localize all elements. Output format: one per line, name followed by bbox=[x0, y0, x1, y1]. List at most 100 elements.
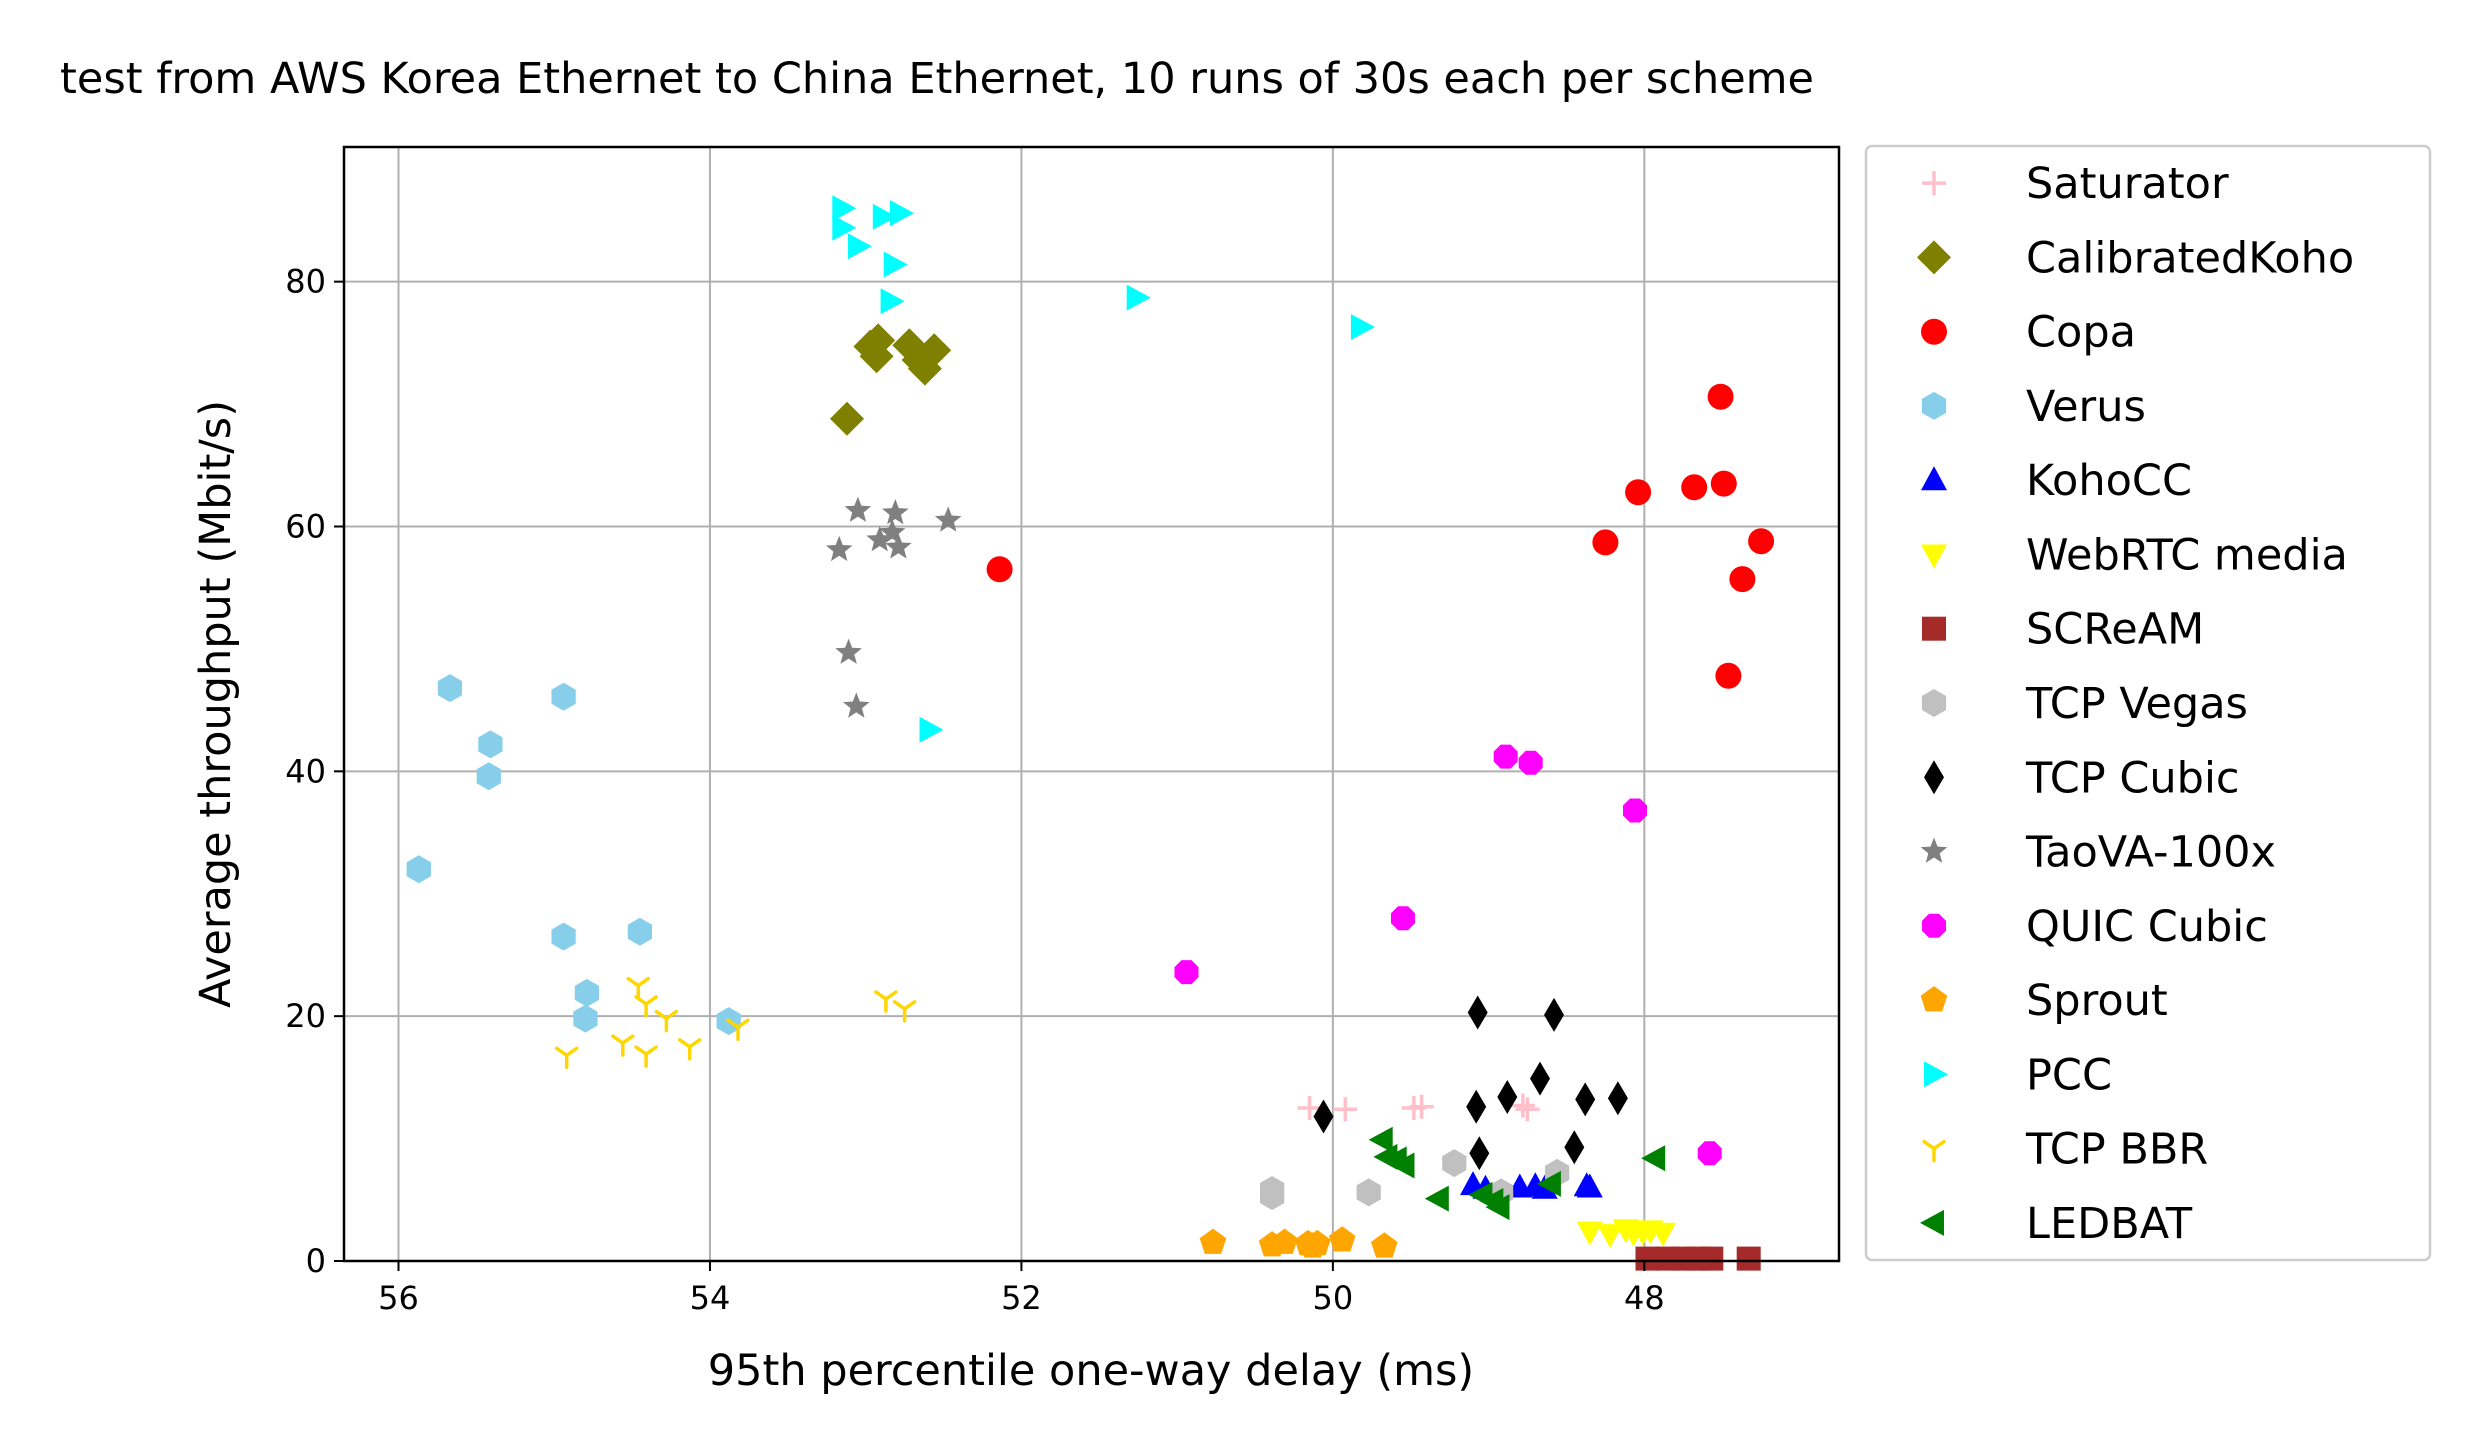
data-point-ledbat bbox=[1485, 1194, 1510, 1221]
y-tick-label: 80 bbox=[285, 263, 326, 301]
data-point-tcp-cubic bbox=[1313, 1099, 1334, 1134]
data-point-copa bbox=[1710, 470, 1737, 497]
legend-marker bbox=[1921, 466, 1947, 491]
series-verus bbox=[406, 674, 741, 1036]
data-point-tcp-cubic bbox=[1607, 1081, 1628, 1116]
series-ledbat bbox=[1368, 1126, 1666, 1221]
legend: Saturator CalibratedKoho Copa Verus KohoCC We… bbox=[1864, 144, 2432, 1262]
legend-label: SCReAM bbox=[2026, 605, 2204, 655]
data-point-quic-cubic bbox=[1518, 750, 1543, 775]
data-point-pcc bbox=[832, 214, 857, 241]
legend-marker bbox=[1920, 837, 1948, 863]
data-point-pcc bbox=[847, 233, 872, 260]
legend-marker bbox=[1921, 689, 1947, 717]
data-point-tcp-bbr bbox=[892, 1000, 917, 1023]
data-point-tcp-cubic bbox=[1469, 1136, 1490, 1171]
legend-label: CalibratedKoho bbox=[2026, 233, 2354, 283]
data-point-verus bbox=[627, 917, 653, 946]
data-point-verus bbox=[437, 674, 463, 703]
data-point-taova-100x bbox=[844, 496, 872, 522]
x-tick-label: 54 bbox=[690, 1279, 731, 1317]
data-point-taova-100x bbox=[878, 518, 906, 544]
data-point-pcc bbox=[890, 200, 914, 227]
data-point-verus bbox=[551, 922, 576, 951]
data-point-quic-cubic bbox=[1174, 960, 1199, 985]
legend-marker bbox=[1924, 1061, 1948, 1088]
data-point-tcp-bbr bbox=[626, 976, 651, 1000]
data-point-tcp-bbr bbox=[874, 990, 898, 1013]
data-point-scream bbox=[1635, 1246, 1660, 1271]
legend-marker bbox=[1921, 913, 1947, 938]
legend-entry-saturator: Saturator bbox=[1922, 159, 2229, 209]
legend-frame bbox=[1864, 144, 2432, 1262]
data-point-ledbat bbox=[1368, 1126, 1393, 1153]
legend-entry-tcp-vegas: TCP Vegas bbox=[1921, 679, 2248, 729]
y-tick-label: 20 bbox=[285, 997, 326, 1035]
data-point-ledbat bbox=[1424, 1185, 1449, 1212]
data-point-quic-cubic bbox=[1697, 1141, 1722, 1166]
data-point-pcc bbox=[880, 288, 905, 315]
data-point-sprout bbox=[1328, 1226, 1356, 1252]
data-point-pcc bbox=[1126, 284, 1151, 311]
x-tick-label: 56 bbox=[378, 1279, 419, 1317]
data-point-pcc bbox=[883, 251, 908, 278]
legend-marker bbox=[1921, 391, 1947, 420]
legend-entry-copa: Copa bbox=[1921, 308, 2136, 358]
legend-marker bbox=[1921, 544, 1947, 569]
data-point-copa bbox=[1715, 662, 1742, 689]
data-point-calibratedkoho bbox=[859, 339, 894, 374]
data-point-copa bbox=[986, 556, 1013, 583]
data-point-taova-100x bbox=[825, 535, 853, 562]
data-point-tcp-cubic bbox=[1575, 1082, 1596, 1117]
data-point-taova-100x bbox=[885, 533, 912, 559]
series-scream bbox=[1635, 1246, 1761, 1271]
legend-label: TCP Cubic bbox=[2025, 753, 2240, 803]
data-point-tcp-bbr bbox=[634, 1045, 658, 1068]
series-sprout bbox=[1199, 1226, 1398, 1258]
series-tcp-cubic bbox=[1313, 995, 1628, 1171]
data-point-tcp-cubic bbox=[1466, 1089, 1487, 1124]
data-points bbox=[406, 195, 1775, 1271]
data-point-tcp-bbr bbox=[677, 1038, 702, 1061]
data-point-tcp-bbr bbox=[611, 1034, 635, 1057]
legend-marker bbox=[1921, 318, 1947, 345]
plot-frame bbox=[342, 145, 1841, 1263]
x-axis-label: 95th percentile one-way delay (ms) bbox=[708, 1346, 1474, 1396]
legend-label: QUIC Cubic bbox=[2026, 902, 2268, 952]
data-point-tcp-bbr bbox=[634, 995, 658, 1018]
data-point-sprout bbox=[1370, 1232, 1398, 1258]
legend-entry-webrtc-media: WebRTC media bbox=[1921, 531, 2348, 581]
series-taova-100x bbox=[825, 496, 962, 718]
series-webrtc-media bbox=[1576, 1219, 1676, 1249]
data-point-scream bbox=[1699, 1246, 1724, 1271]
legend-entry-sprout: Sprout bbox=[1920, 976, 2168, 1026]
data-point-ledbat bbox=[1390, 1152, 1415, 1179]
data-point-copa bbox=[1707, 383, 1734, 410]
legend-label: WebRTC media bbox=[2026, 531, 2348, 581]
data-point-taova-100x bbox=[881, 499, 909, 525]
data-point-quic-cubic bbox=[1493, 744, 1518, 769]
legend-label: TCP BBR bbox=[2025, 1125, 2208, 1175]
data-point-pcc bbox=[832, 195, 857, 222]
y-tick-label: 0 bbox=[306, 1242, 326, 1280]
legend-entry-verus: Verus bbox=[1921, 382, 2146, 432]
data-point-verus bbox=[406, 855, 431, 884]
data-point-verus bbox=[573, 1004, 598, 1033]
series-quic-cubic bbox=[1174, 744, 1722, 1166]
data-point-pcc bbox=[872, 203, 897, 230]
legend-entry-scream: SCReAM bbox=[1922, 605, 2204, 655]
x-tick-label: 52 bbox=[1001, 1279, 1042, 1317]
data-point-copa bbox=[1625, 479, 1652, 506]
legend-label: KohoCC bbox=[2026, 456, 2192, 506]
legend-label: Saturator bbox=[2026, 159, 2229, 209]
data-point-tcp-bbr bbox=[654, 1009, 679, 1033]
data-point-copa bbox=[1681, 474, 1708, 501]
data-point-copa bbox=[1729, 566, 1756, 593]
legend-entry-tcp-cubic: TCP Cubic bbox=[1924, 753, 2240, 803]
legend-entry-quic-cubic: QUIC Cubic bbox=[1921, 902, 2268, 952]
data-point-saturator bbox=[1510, 1093, 1535, 1118]
legend-label: LEDBAT bbox=[2026, 1199, 2193, 1249]
y-axis-label: Average throughput (Mbit/s) bbox=[191, 400, 241, 1008]
legend-marker bbox=[1924, 760, 1944, 795]
series-calibratedkoho bbox=[830, 323, 952, 436]
